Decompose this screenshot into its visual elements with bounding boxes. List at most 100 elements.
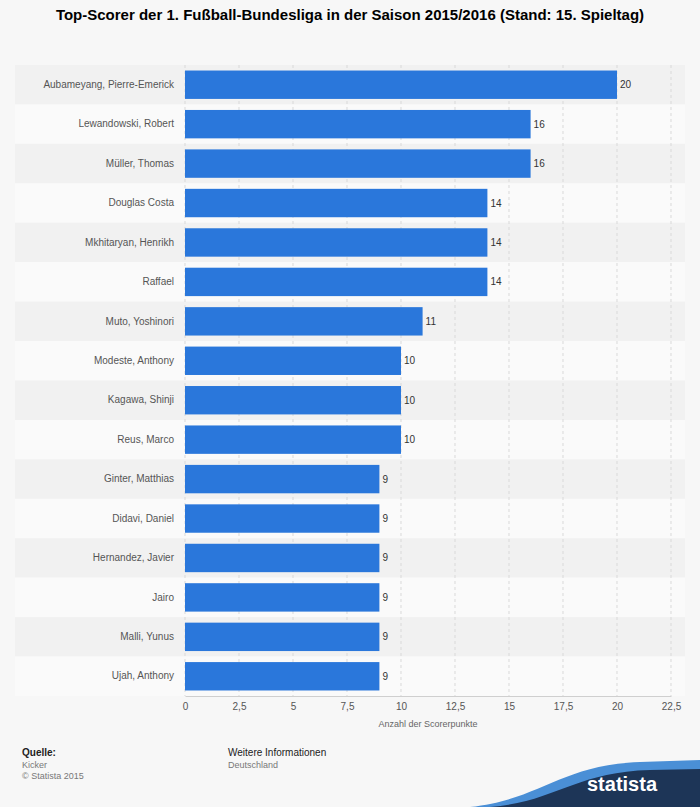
tick-label: 17,5 <box>554 701 574 712</box>
category-label: Ujah, Anthony <box>112 670 174 681</box>
value-tick: 7,5 <box>341 696 355 712</box>
row-stripe <box>15 381 685 420</box>
data-label: 20 <box>620 79 632 90</box>
footer-text: Kicker <box>22 760 47 770</box>
category-tick: Muto, Yoshinori <box>106 316 185 327</box>
bar <box>185 71 617 99</box>
logo-text: statista <box>587 773 658 795</box>
category-label: Didavi, Daniel <box>112 513 174 524</box>
category-tick: Mkhitaryan, Henrikh <box>85 237 185 248</box>
category-label: Hernandez, Javier <box>93 552 175 563</box>
bar <box>185 623 379 651</box>
data-label: 10 <box>404 355 416 366</box>
data-label: 11 <box>426 316 437 327</box>
category-label: Mkhitaryan, Henrikh <box>85 237 174 248</box>
tick-label: 22,5 <box>662 701 682 712</box>
category-label: Douglas Costa <box>108 197 174 208</box>
row-stripe <box>15 302 685 341</box>
background <box>0 0 700 807</box>
row-stripe <box>15 499 685 538</box>
logo: statista <box>470 760 700 807</box>
data-label: 9 <box>382 513 388 524</box>
grid <box>185 65 671 696</box>
value-axis: 0 2,5 5 7,5 10 12,5 15 17,5 20 22,5 <box>183 696 682 712</box>
row-stripe <box>15 538 685 577</box>
category-tick: Raffael <box>142 276 185 287</box>
row-stripe <box>15 657 685 696</box>
data-label: 16 <box>534 158 546 169</box>
category-label: Modeste, Anthony <box>94 355 174 366</box>
data-label: 10 <box>404 395 416 406</box>
category-tick: Müller, Thomas <box>106 158 185 169</box>
row-stripe <box>15 420 685 459</box>
logo-wave-light <box>470 760 700 807</box>
category-label: Ginter, Matthias <box>104 473 174 484</box>
row-stripe <box>15 341 685 380</box>
value-tick: 17,5 <box>554 696 574 712</box>
value-tick: 20 <box>612 696 624 712</box>
category-label: Kagawa, Shinji <box>108 394 174 405</box>
category-tick: Ujah, Anthony <box>112 670 185 681</box>
value-tick: 15 <box>504 696 516 712</box>
row-stripe <box>15 144 685 183</box>
row-stripe <box>15 262 685 301</box>
logo-wave <box>490 769 700 807</box>
tick-label: 2,5 <box>233 701 247 712</box>
footer-text: © Statista 2015 <box>22 771 84 781</box>
category-label: Müller, Thomas <box>106 158 174 169</box>
footer: Quelle:Kicker© Statista 2015Weitere Info… <box>22 747 326 781</box>
bar <box>185 386 401 414</box>
tick-label: 5 <box>291 701 297 712</box>
data-label: 14 <box>490 237 502 248</box>
row-stripe <box>15 459 685 498</box>
category-tick: Aubameyang, Pierre-Emerick <box>43 79 185 90</box>
chart-canvas: 20161614141411101010999999Aubameyang, Pi… <box>0 0 700 807</box>
category-label: Aubameyang, Pierre-Emerick <box>43 79 175 90</box>
category-label: Jairo <box>152 592 174 603</box>
grid-line <box>563 65 564 696</box>
category-tick: Lewandowski, Robert <box>78 118 185 129</box>
category-tick: Kagawa, Shinji <box>108 394 185 405</box>
tick-label: 0 <box>183 701 189 712</box>
tick-label: 20 <box>612 701 624 712</box>
data-label: 10 <box>404 434 416 445</box>
category-label: Raffael <box>142 276 174 287</box>
category-label: Malli, Yunus <box>120 631 174 642</box>
category-label: Lewandowski, Robert <box>78 118 174 129</box>
category-label: Muto, Yoshinori <box>106 316 174 327</box>
value-tick: 2,5 <box>233 696 247 712</box>
category-tick: Ginter, Matthias <box>104 473 185 484</box>
row-stripe <box>15 578 685 617</box>
bar <box>185 504 379 532</box>
data-label: 14 <box>490 198 502 209</box>
bar <box>185 425 401 453</box>
row-stripe <box>15 617 685 656</box>
data-label: 9 <box>382 671 388 682</box>
data-labels: 20161614141411101010999999 <box>382 79 631 682</box>
data-label: 14 <box>490 276 502 287</box>
data-label: 9 <box>382 592 388 603</box>
bar <box>185 110 531 138</box>
value-tick: 22,5 <box>662 696 682 712</box>
category-tick: Reus, Marco <box>117 434 185 445</box>
category-label: Reus, Marco <box>117 434 174 445</box>
category-axis: Aubameyang, Pierre-Emerick Lewandowski, R… <box>43 79 185 682</box>
tick-label: 7,5 <box>341 701 355 712</box>
tick-label: 12,5 <box>446 701 466 712</box>
data-label: 16 <box>534 119 546 130</box>
bar <box>185 347 401 375</box>
data-label: 9 <box>382 631 388 642</box>
grid-line <box>671 65 672 696</box>
tick-label: 10 <box>396 701 408 712</box>
bar <box>185 583 379 611</box>
bars <box>185 71 617 691</box>
axis-line <box>186 696 672 697</box>
footer-text: Deutschland <box>228 760 278 770</box>
value-tick: 12,5 <box>446 696 466 712</box>
value-tick: 10 <box>396 696 408 712</box>
category-tick: Jairo <box>152 592 185 603</box>
category-tick: Douglas Costa <box>108 197 185 208</box>
bar <box>185 149 531 177</box>
chart-title: Top-Scorer der 1. Fußball-Bundesliga in … <box>56 6 644 23</box>
category-tick: Malli, Yunus <box>120 631 185 642</box>
